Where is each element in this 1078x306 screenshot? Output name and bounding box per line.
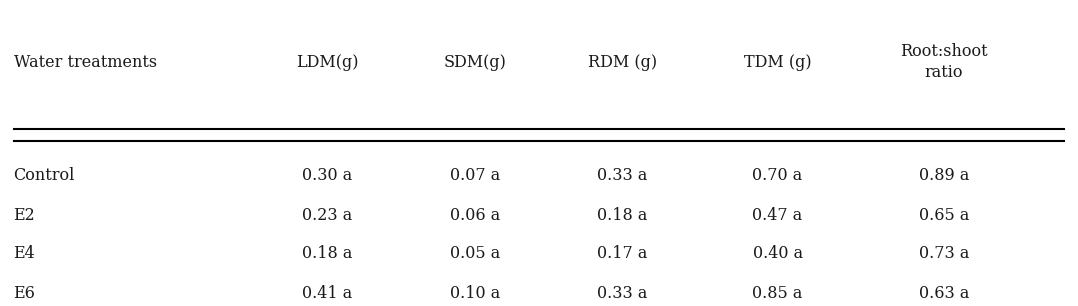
Text: LDM(g): LDM(g) <box>296 54 359 71</box>
Text: RDM (g): RDM (g) <box>588 54 657 71</box>
Text: 0.40 a: 0.40 a <box>752 245 803 262</box>
Text: 0.30 a: 0.30 a <box>302 166 353 184</box>
Text: 0.85 a: 0.85 a <box>752 285 803 302</box>
Text: 0.65 a: 0.65 a <box>918 207 969 224</box>
Text: SDM(g): SDM(g) <box>443 54 506 71</box>
Text: E6: E6 <box>14 285 36 302</box>
Text: 0.33 a: 0.33 a <box>597 285 647 302</box>
Text: 0.10 a: 0.10 a <box>450 285 500 302</box>
Text: 0.33 a: 0.33 a <box>597 166 647 184</box>
Text: 0.63 a: 0.63 a <box>918 285 969 302</box>
Text: Root:shoot
ratio: Root:shoot ratio <box>900 43 987 81</box>
Text: 0.18 a: 0.18 a <box>597 207 647 224</box>
Text: 0.73 a: 0.73 a <box>918 245 969 262</box>
Text: E4: E4 <box>14 245 36 262</box>
Text: 0.23 a: 0.23 a <box>302 207 353 224</box>
Text: 0.05 a: 0.05 a <box>450 245 500 262</box>
Text: 0.41 a: 0.41 a <box>302 285 353 302</box>
Text: 0.18 a: 0.18 a <box>302 245 353 262</box>
Text: 0.47 a: 0.47 a <box>752 207 803 224</box>
Text: 0.89 a: 0.89 a <box>918 166 969 184</box>
Text: Water treatments: Water treatments <box>14 54 156 71</box>
Text: E2: E2 <box>14 207 36 224</box>
Text: TDM (g): TDM (g) <box>744 54 812 71</box>
Text: Control: Control <box>14 166 74 184</box>
Text: 0.70 a: 0.70 a <box>752 166 803 184</box>
Text: 0.06 a: 0.06 a <box>450 207 500 224</box>
Text: 0.07 a: 0.07 a <box>450 166 500 184</box>
Text: 0.17 a: 0.17 a <box>597 245 647 262</box>
